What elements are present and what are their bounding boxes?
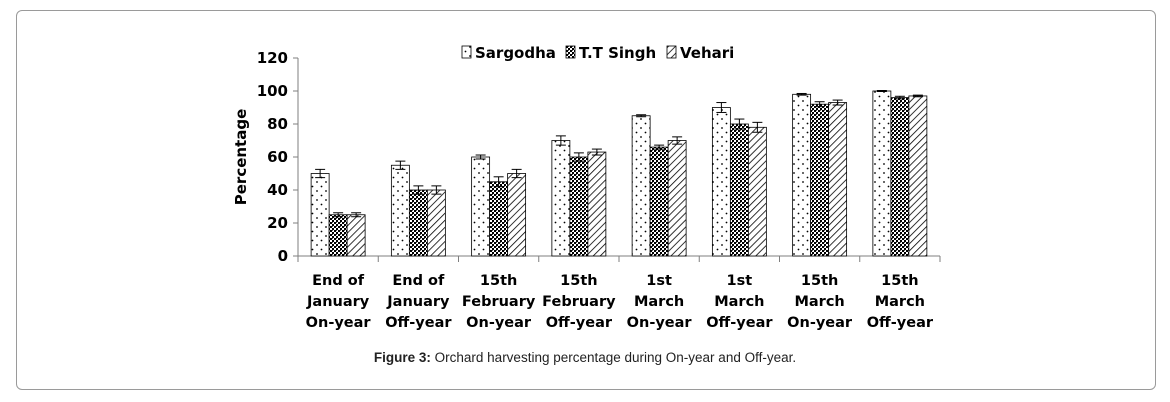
caption-text: Orchard harvesting percentage during On-… bbox=[430, 350, 797, 365]
bar bbox=[872, 90, 892, 257]
x-tick-label: Off-year bbox=[706, 315, 773, 331]
x-tick-label: On-year bbox=[466, 315, 532, 331]
x-tick-label: March bbox=[875, 294, 925, 310]
y-tick-label: 20 bbox=[267, 214, 288, 232]
x-tick-label: On-year bbox=[306, 315, 372, 331]
x-tick-label: March bbox=[714, 294, 764, 310]
x-tick-label: On-year bbox=[627, 315, 693, 331]
legend-label: Vehari bbox=[680, 44, 734, 62]
x-tick-label: 15th bbox=[801, 273, 838, 289]
x-tick-label: March bbox=[794, 294, 844, 310]
legend-swatch bbox=[461, 45, 472, 59]
bar bbox=[390, 164, 410, 257]
bar bbox=[507, 173, 527, 257]
figure-caption: Figure 3: Orchard harvesting percentage … bbox=[0, 350, 1170, 365]
x-tick-label: February bbox=[542, 294, 616, 310]
x-tick-label: February bbox=[462, 294, 536, 310]
legend-label: Sargodha bbox=[475, 44, 556, 62]
y-tick-label: 0 bbox=[278, 247, 288, 265]
x-tick-label: 15th bbox=[480, 273, 517, 289]
y-axis-label: Percentage bbox=[232, 109, 250, 206]
x-tick-label: 1st bbox=[727, 273, 753, 289]
bar bbox=[408, 189, 428, 257]
x-tick-label: January bbox=[386, 294, 450, 310]
bar bbox=[471, 156, 491, 257]
x-tick-label: On-year bbox=[787, 315, 853, 331]
bar bbox=[551, 140, 571, 257]
bars bbox=[310, 90, 928, 257]
bar bbox=[569, 156, 589, 257]
bar bbox=[908, 95, 928, 257]
y-tick-label: 60 bbox=[267, 148, 288, 166]
x-tick-label: March bbox=[634, 294, 684, 310]
y-tick-label: 120 bbox=[257, 49, 288, 67]
bar bbox=[587, 151, 607, 257]
bar bbox=[828, 102, 848, 257]
x-tick-label: End of bbox=[312, 273, 365, 289]
x-tick-label: Off-year bbox=[867, 315, 934, 331]
bar bbox=[489, 181, 509, 257]
x-tick-label: 15th bbox=[881, 273, 918, 289]
legend-swatch bbox=[565, 45, 576, 59]
axes: 0 20 40 60 80 100 120 Percentage End of January On… bbox=[232, 49, 941, 331]
legend-label: T.T Singh bbox=[579, 44, 656, 62]
bar bbox=[649, 146, 669, 257]
x-tick-label: Off-year bbox=[546, 315, 613, 331]
x-tick-label: 1st bbox=[646, 273, 672, 289]
x-tick-label: Off-year bbox=[385, 315, 452, 331]
bar bbox=[711, 107, 731, 257]
x-tick-label: January bbox=[306, 294, 370, 310]
legend-swatch bbox=[666, 45, 677, 59]
x-tick-label: 15th bbox=[560, 273, 597, 289]
bar bbox=[328, 214, 348, 257]
y-tick-label: 40 bbox=[267, 181, 288, 199]
bar bbox=[810, 103, 830, 257]
legend: Sargodha T.T Singh Vehari bbox=[461, 44, 734, 62]
bar bbox=[667, 140, 687, 257]
y-tick-label: 100 bbox=[257, 82, 288, 100]
caption-label: Figure 3: bbox=[373, 350, 431, 365]
bar-chart: 0 20 40 60 80 100 120 Percentage End of January On… bbox=[232, 44, 941, 331]
bar bbox=[426, 189, 446, 257]
bar bbox=[890, 97, 910, 257]
bar bbox=[747, 126, 767, 257]
y-tick-label: 80 bbox=[267, 115, 288, 133]
bar bbox=[631, 115, 651, 257]
bar bbox=[792, 93, 812, 257]
bar bbox=[310, 173, 330, 257]
bar bbox=[729, 123, 749, 257]
bar bbox=[346, 214, 366, 257]
x-tick-label: End of bbox=[392, 273, 445, 289]
